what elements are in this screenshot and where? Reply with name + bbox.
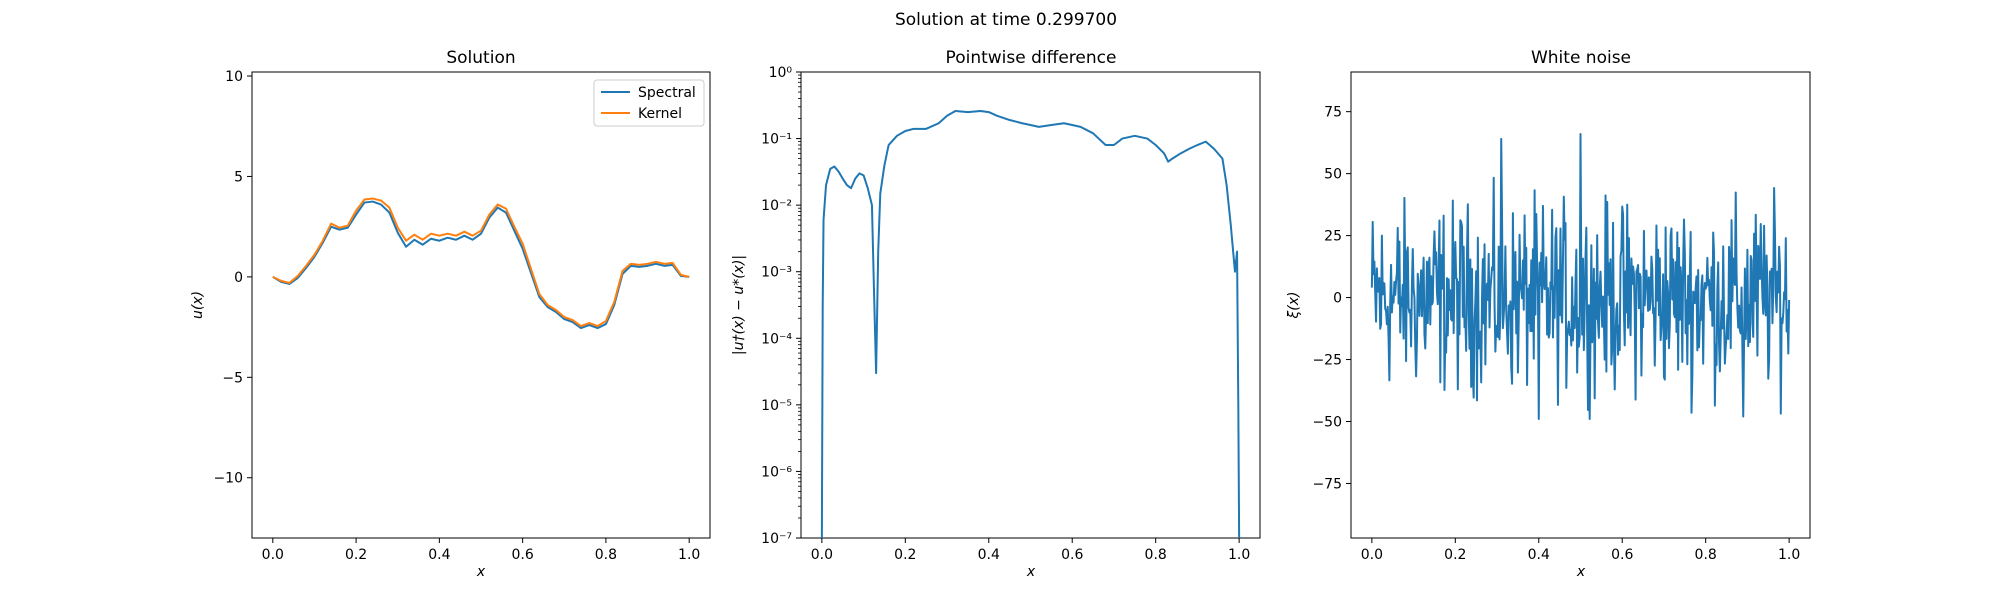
difference-ytick-label: 10⁻⁶ bbox=[761, 464, 792, 480]
noise-panel: White noise 0.0 0.2 0.4 0.6 0.8 1.0 75 50 25 0 −2… bbox=[1286, 48, 1811, 580]
difference-ytick-label: 10⁻¹ bbox=[761, 132, 792, 148]
solution-xtick-label: 0.8 bbox=[595, 547, 617, 563]
difference-xlabel: x bbox=[1026, 564, 1036, 580]
figure-suptitle: Solution at time 0.299700 bbox=[895, 10, 1117, 30]
difference-xticks: 0.0 0.2 0.4 0.6 0.8 1.0 bbox=[811, 538, 1250, 563]
noise-xticks: 0.0 0.2 0.4 0.6 0.8 1.0 bbox=[1361, 538, 1800, 563]
legend-spectral-label: Spectral bbox=[638, 85, 696, 101]
difference-xtick-label: 0.0 bbox=[811, 547, 833, 563]
noise-ytick-label: 50 bbox=[1324, 167, 1342, 183]
noise-xtick-label: 0.8 bbox=[1695, 547, 1717, 563]
solution-title: Solution bbox=[446, 48, 515, 68]
solution-legend: Spectral Kernel bbox=[593, 79, 705, 127]
noise-ytick-label: −25 bbox=[1312, 353, 1342, 369]
noise-xtick-label: 0.0 bbox=[1361, 547, 1383, 563]
solution-xtick-label: 0.0 bbox=[262, 547, 284, 563]
difference-lines bbox=[820, 109, 1241, 538]
difference-line bbox=[820, 109, 1241, 538]
solution-lines bbox=[272, 197, 690, 330]
noise-xlabel: x bbox=[1576, 564, 1586, 580]
legend-kernel-label: Kernel bbox=[638, 106, 682, 122]
solution-xtick-label: 0.4 bbox=[428, 547, 450, 563]
difference-yticks: 10⁰ 10⁻¹ 10⁻² 10⁻³ 10⁻⁴ 10⁻⁵ 10⁻⁶ 10⁻⁷ bbox=[761, 65, 801, 547]
solution-axes-frame bbox=[251, 71, 711, 539]
noise-line bbox=[1370, 132, 1791, 421]
solution-ytick-label: 5 bbox=[234, 169, 243, 185]
difference-xtick-label: 0.2 bbox=[894, 547, 916, 563]
solution-xticks: 0.0 0.2 0.4 0.6 0.8 1.0 bbox=[262, 538, 700, 563]
noise-ytick-label: 0 bbox=[1333, 291, 1342, 307]
noise-ylabel: ξ(x) bbox=[1286, 291, 1302, 319]
difference-ylabel: |u†(x) − u*(x)| bbox=[731, 255, 747, 355]
noise-ytick-label: 25 bbox=[1324, 229, 1342, 245]
noise-lines bbox=[1370, 132, 1791, 421]
solution-ylabel: u(x) bbox=[190, 291, 206, 319]
difference-ytick-label: 10⁰ bbox=[769, 65, 793, 81]
solution-ytick-label: 10 bbox=[225, 69, 243, 85]
difference-ytick-label: 10⁻⁷ bbox=[761, 531, 792, 547]
solution-ytick-label: 0 bbox=[234, 270, 243, 286]
solution-xtick-label: 0.6 bbox=[512, 547, 534, 563]
solution-series-spectral-line bbox=[272, 200, 690, 330]
noise-ytick-label: −75 bbox=[1312, 476, 1342, 492]
noise-xtick-label: 1.0 bbox=[1778, 547, 1800, 563]
solution-ytick-label: −10 bbox=[213, 471, 243, 487]
difference-title: Pointwise difference bbox=[946, 48, 1117, 68]
solution-ytick-label: −5 bbox=[222, 370, 243, 386]
solution-xtick-label: 0.2 bbox=[345, 547, 367, 563]
solution-yticks: 10 5 0 −5 −10 bbox=[213, 69, 252, 487]
difference-xtick-label: 0.8 bbox=[1145, 547, 1167, 563]
solution-xlabel: x bbox=[476, 564, 486, 580]
noise-title: White noise bbox=[1531, 48, 1631, 68]
noise-xtick-label: 0.6 bbox=[1611, 547, 1633, 563]
noise-xtick-label: 0.4 bbox=[1528, 547, 1550, 563]
difference-panel: Pointwise difference 0.0 0.2 0.4 0.6 0.8 1.0 … bbox=[731, 48, 1261, 580]
noise-xtick-label: 0.2 bbox=[1444, 547, 1466, 563]
difference-xtick-label: 0.6 bbox=[1061, 547, 1083, 563]
noise-ytick-label: −50 bbox=[1312, 415, 1342, 431]
difference-ytick-label: 10⁻⁴ bbox=[761, 331, 792, 347]
difference-xtick-label: 0.4 bbox=[978, 547, 1000, 563]
solution-xtick-label: 1.0 bbox=[678, 547, 700, 563]
difference-ytick-label: 10⁻⁵ bbox=[761, 398, 792, 414]
noise-yticks: 75 50 25 0 −25 −50 −75 bbox=[1312, 105, 1351, 492]
noise-ytick-label: 75 bbox=[1324, 105, 1342, 121]
difference-ytick-label: 10⁻² bbox=[761, 198, 792, 214]
difference-axes-frame bbox=[800, 71, 1261, 539]
solution-series-kernel-line bbox=[272, 197, 690, 328]
difference-ytick-label: 10⁻³ bbox=[761, 265, 792, 281]
difference-xtick-label: 1.0 bbox=[1228, 547, 1250, 563]
noise-axes-frame bbox=[1350, 71, 1811, 539]
